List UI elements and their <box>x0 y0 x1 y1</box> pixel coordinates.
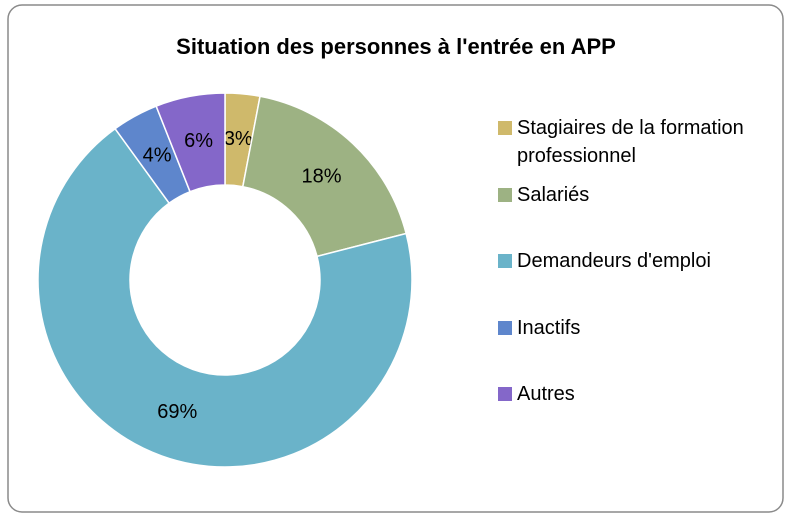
data-label: 18% <box>302 165 342 187</box>
legend-item: Stagiaires de la formation professionnel <box>498 114 783 170</box>
donut-slice <box>37 127 413 468</box>
legend-label: Inactifs <box>517 316 581 339</box>
legend-label: Demandeurs d'emploi <box>517 250 711 272</box>
legend-item: Demandeurs d'emploi <box>498 247 783 275</box>
data-label: 6% <box>184 130 213 152</box>
donut-slice <box>155 92 226 193</box>
donut-slice <box>241 95 408 258</box>
data-label: 3% <box>224 128 253 150</box>
legend-swatch <box>498 254 512 268</box>
data-label: 4% <box>143 145 172 167</box>
data-label: 69% <box>157 401 197 423</box>
legend-label: Autres <box>517 383 575 405</box>
legend-swatch <box>498 187 512 202</box>
legend-label: Stagiaires de la formation professionnel <box>517 117 744 167</box>
legend-item: Autres <box>498 380 783 408</box>
legend-item: Inactifs <box>498 314 783 342</box>
legend-swatch <box>498 320 512 335</box>
chart-title: Situation des personnes à l'entrée en AP… <box>176 34 616 59</box>
legend-item: Salariés <box>498 181 783 209</box>
legend-swatch <box>498 121 512 135</box>
legend-label: Salariés <box>517 183 590 206</box>
legend-swatch <box>498 387 512 401</box>
